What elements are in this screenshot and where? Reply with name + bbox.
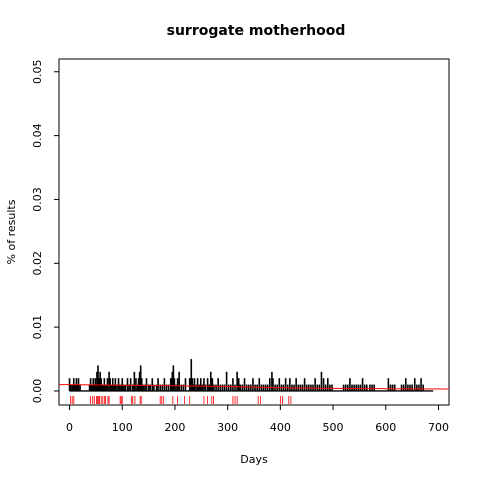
plot-frame	[58, 58, 450, 406]
x-tick-label: 100	[112, 421, 133, 434]
x-axis-label: Days	[240, 453, 268, 466]
x-axis: 0 100 200 300 400 500 600 700	[66, 405, 449, 434]
y-axis: 0.00 0.01 0.02 0.03 0.04 0.05	[31, 60, 59, 404]
x-tick-label: 200	[164, 421, 185, 434]
fit-line-series	[59, 384, 450, 390]
x-tick-label: 700	[428, 421, 449, 434]
y-tick-label: 0.02	[31, 251, 44, 276]
x-tick-label: 600	[375, 421, 396, 434]
x-tick-label: 0	[66, 421, 73, 434]
y-axis-label: % of results	[5, 199, 18, 264]
x-tick-label: 300	[217, 421, 238, 434]
chart-title: surrogate motherhood	[167, 23, 346, 39]
y-tick-label: 0.00	[31, 379, 44, 404]
x-tick-label: 400	[270, 421, 291, 434]
bar-series	[68, 359, 434, 392]
y-tick-label: 0.03	[31, 187, 44, 212]
rug-series	[70, 396, 292, 404]
x-tick-label: 500	[323, 421, 344, 434]
y-tick-label: 0.04	[31, 123, 44, 148]
y-tick-label: 0.01	[31, 315, 44, 340]
y-tick-label: 0.05	[31, 60, 44, 85]
fit-line	[59, 384, 450, 390]
